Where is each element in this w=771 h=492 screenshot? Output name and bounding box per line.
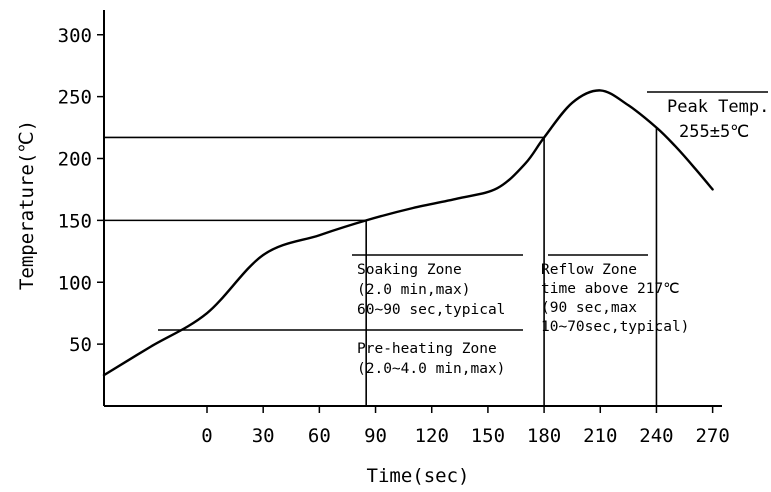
series	[102, 89, 714, 377]
x-tick-label: 0	[201, 425, 212, 447]
x-tick-label: 60	[308, 425, 331, 447]
temperature-profile-line	[102, 89, 714, 377]
y-tick-label: 200	[58, 149, 92, 171]
x-tick-label: 90	[364, 425, 387, 447]
y-tick-label: 300	[58, 25, 92, 47]
reference-lines	[104, 91, 768, 406]
y-tick-label: 150	[58, 210, 92, 232]
y-axis-title: Temperature(℃)	[16, 120, 38, 290]
y-tick-label: 250	[58, 87, 92, 109]
x-tick-label: 150	[471, 425, 505, 447]
soaking-zone-text: Soaking Zone	[357, 262, 462, 278]
reflow-zone-text: 10~70sec,typical)	[541, 319, 689, 335]
axis-titles: Time(sec) Temperature(℃)	[16, 120, 469, 487]
x-tick-label: 180	[527, 425, 561, 447]
preheat-zone-text: Pre-heating Zone	[357, 341, 497, 357]
x-tick-label: 210	[583, 425, 617, 447]
x-tick-label: 240	[639, 425, 673, 447]
x-tick-label: 30	[252, 425, 275, 447]
soaking-zone-text: (2.0 min,max)	[357, 282, 471, 298]
preheat-zone-text: (2.0~4.0 min,max)	[357, 361, 505, 377]
peak-temp-label: Peak Temp.	[667, 97, 769, 117]
y-tick-label: 100	[58, 272, 92, 294]
y-tick-label: 50	[69, 334, 92, 356]
reflow-zone-text: Reflow Zone	[541, 262, 637, 278]
reflow-zone-text: (90 sec,max	[541, 300, 637, 316]
x-tick-label: 270	[695, 425, 729, 447]
peak-temp-value: 255±5℃	[679, 122, 749, 142]
ticks: 0 30 60 90 120 150 180 210 240 270 50 100 150 200 250 3…	[58, 25, 730, 447]
soaking-zone-text: 60~90 sec,typical	[357, 302, 505, 318]
x-axis-title: Time(sec)	[367, 465, 470, 487]
reflow-zone-text: time above 217℃	[541, 281, 680, 297]
x-tick-label: 120	[415, 425, 449, 447]
annotations: Soaking Zone (2.0 min,max) 60~90 sec,typic…	[357, 97, 769, 377]
